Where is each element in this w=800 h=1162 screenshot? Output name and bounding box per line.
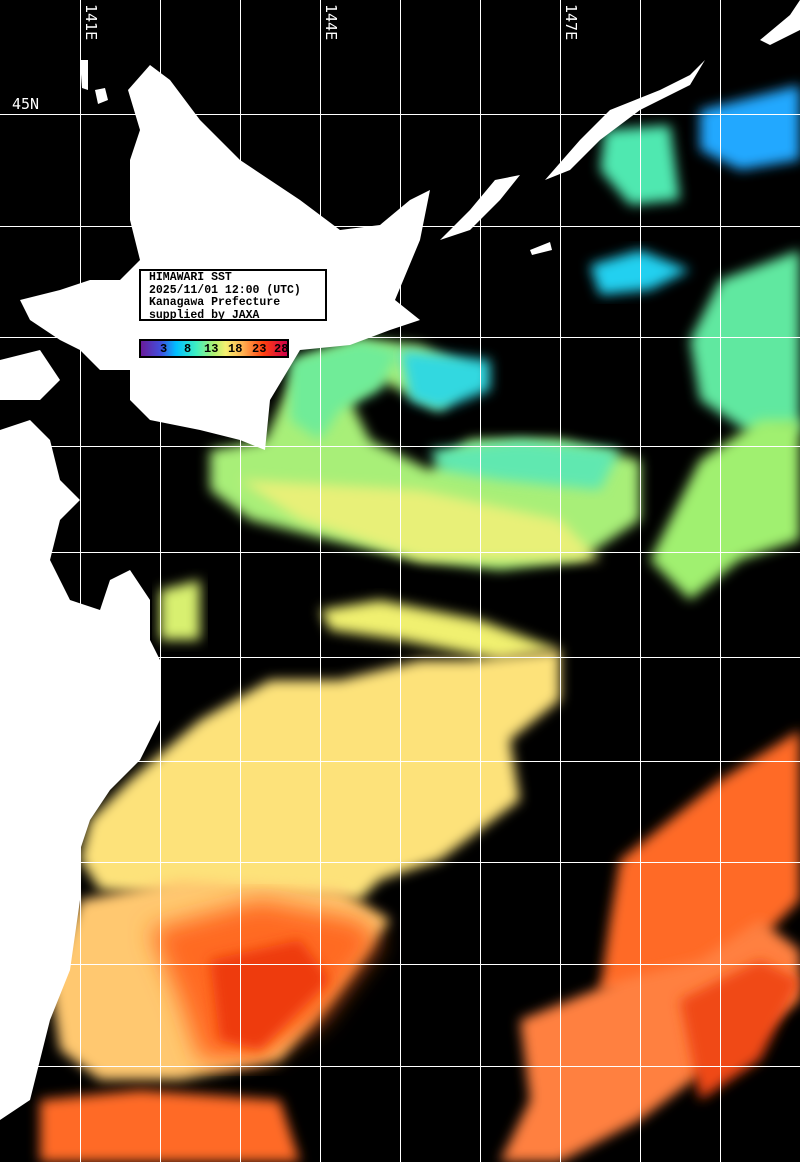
scale-tick: 18 bbox=[228, 342, 243, 356]
color-scale-bar: 3 8 13 18 23 28 bbox=[139, 339, 289, 358]
lon-label-144e: 144E bbox=[322, 4, 340, 41]
scale-tick: 8 bbox=[184, 342, 192, 356]
scale-tick: 23 bbox=[252, 342, 267, 356]
scale-tick: 28 bbox=[274, 342, 289, 356]
lat-label-45n: 45N bbox=[12, 95, 40, 113]
product-datetime: 2025/11/01 12:00 (UTC) bbox=[149, 283, 301, 297]
product-provider: Kanagawa Prefecture bbox=[149, 296, 281, 309]
product-title: HIMAWARI SST bbox=[149, 271, 232, 284]
lon-label-141e: 141E bbox=[82, 4, 100, 41]
lon-label-147e: 147E bbox=[562, 4, 580, 41]
product-credit: supplied by JAXA bbox=[149, 308, 260, 322]
product-info-box: HIMAWARI SST 2025/11/01 12:00 (UTC) Kana… bbox=[139, 269, 327, 321]
scale-tick: 3 bbox=[160, 342, 168, 356]
scale-tick: 13 bbox=[204, 342, 219, 356]
